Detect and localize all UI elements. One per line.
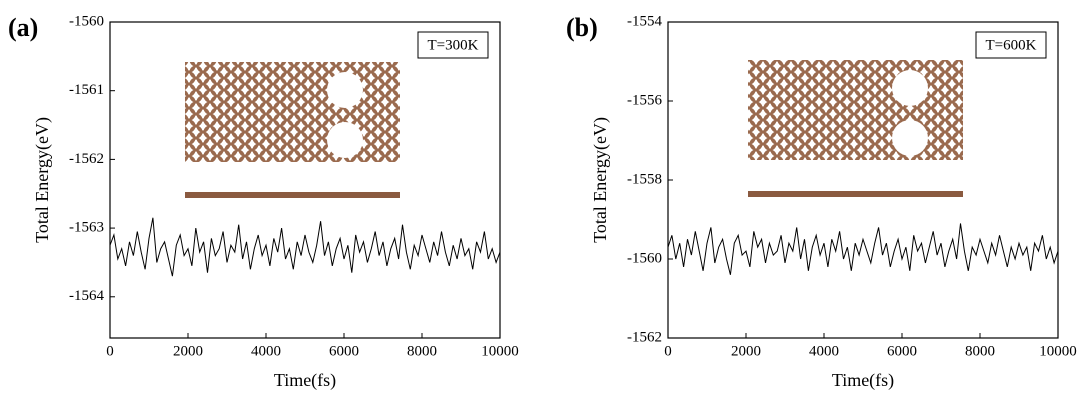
y-tick-label: -1561 bbox=[69, 82, 104, 98]
x-tick-label: 8000 bbox=[965, 343, 995, 359]
y-axis-label: Total Energy(eV) bbox=[32, 117, 53, 243]
x-tick-label: 6000 bbox=[329, 343, 359, 359]
x-tick-label: 0 bbox=[106, 343, 114, 359]
x-tick-label: 6000 bbox=[887, 343, 917, 359]
y-tick-label: -1564 bbox=[69, 288, 104, 304]
x-tick-label: 2000 bbox=[731, 343, 761, 359]
x-axis-label: Time(fs) bbox=[274, 370, 336, 391]
panel-label: (a) bbox=[8, 13, 38, 42]
figure: 0 2000 4000 6000 8000 10000 -1564 -1563 -1562 -15… bbox=[0, 0, 1084, 394]
x-tick-label: 0 bbox=[664, 343, 672, 359]
x-tick-label: 4000 bbox=[251, 343, 281, 359]
y-tick-label: -1562 bbox=[627, 329, 662, 345]
energy-line bbox=[110, 218, 500, 276]
x-axis-label: Time(fs) bbox=[832, 370, 894, 391]
panel-label: (b) bbox=[566, 13, 598, 42]
y-tick-label: -1563 bbox=[69, 220, 104, 236]
y-tick-label: -1560 bbox=[627, 250, 662, 266]
y-tick-label: -1556 bbox=[627, 92, 662, 108]
x-tick-label: 2000 bbox=[173, 343, 203, 359]
x-tick-label: 10000 bbox=[481, 343, 519, 359]
y-tick-label: -1560 bbox=[69, 13, 104, 29]
x-tick-label: 8000 bbox=[407, 343, 437, 359]
y-tick-label: -1554 bbox=[627, 13, 662, 29]
y-tick-label: -1558 bbox=[627, 171, 662, 187]
annotation: T=600K bbox=[986, 37, 1037, 53]
x-tick-label: 4000 bbox=[809, 343, 839, 359]
y-axis-label: Total Energy(eV) bbox=[590, 117, 611, 243]
energy-line bbox=[668, 223, 1058, 274]
y-tick-label: -1562 bbox=[69, 151, 104, 167]
annotation: T=300K bbox=[428, 37, 479, 53]
x-tick-label: 10000 bbox=[1039, 343, 1077, 359]
inset-structure bbox=[185, 60, 963, 198]
